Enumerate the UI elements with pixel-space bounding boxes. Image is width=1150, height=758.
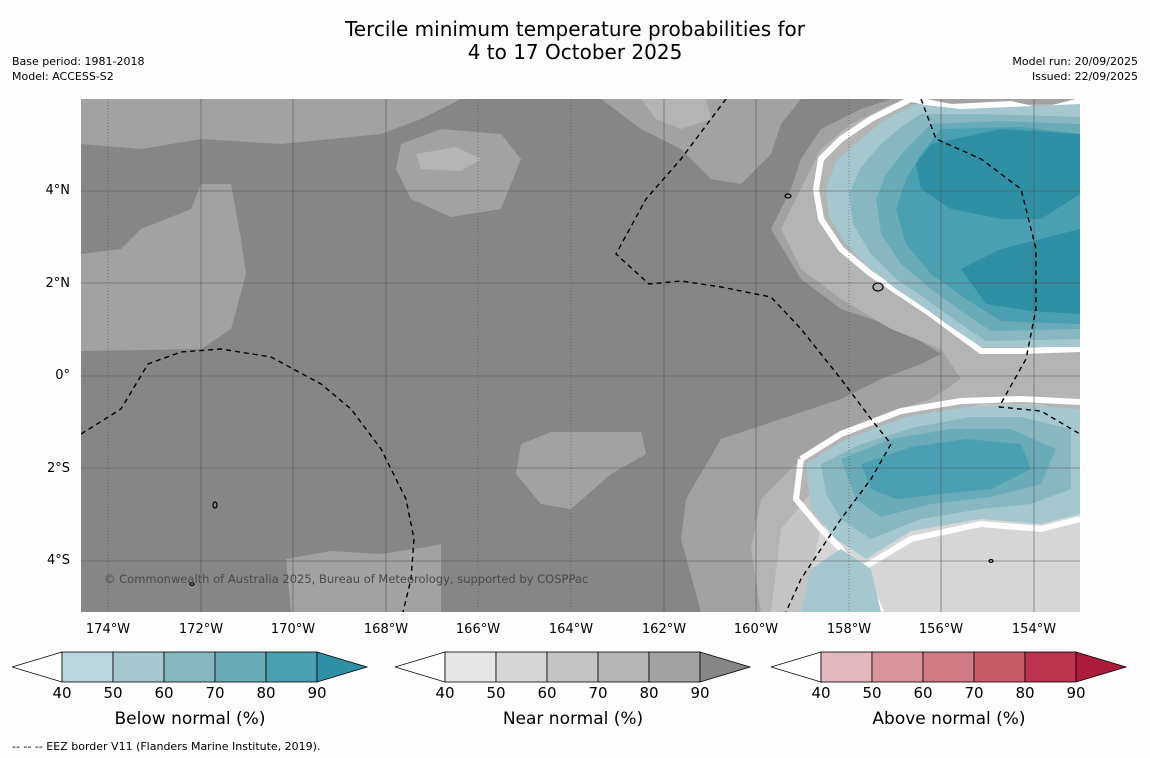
- colorbar-above-tick-50: 50: [862, 684, 882, 702]
- eez-border-northeast: [920, 99, 1037, 408]
- near-normal-80-south-center: [516, 432, 646, 509]
- lon-label-166w: 166°W: [455, 622, 501, 637]
- colorbar-near-bin-40: [444, 651, 497, 683]
- colorbar-near-upper-extend: [699, 651, 751, 683]
- lat-label-0: 0°: [55, 368, 70, 383]
- eez-border-east: [998, 406, 1080, 435]
- colorbar-below-bin-50: [112, 651, 165, 683]
- base-period: Base period: 1981-2018: [12, 55, 145, 68]
- eez-border-west: [81, 348, 415, 612]
- issued-date: Issued: 22/09/2025: [1031, 70, 1138, 83]
- colorbar-near-tick-90: 90: [690, 684, 710, 702]
- near-normal-70-north-center: [416, 147, 481, 171]
- colorbar-below-tick-70: 70: [205, 684, 225, 702]
- island-3: [212, 501, 218, 509]
- colorbar-near-tick-70: 70: [588, 684, 608, 702]
- colorbar-near-normal: [395, 651, 751, 683]
- colorbar-below-normal: [12, 651, 368, 683]
- colorbar-above-bin-50: [871, 651, 924, 683]
- colorbar-near-tick-50: 50: [486, 684, 506, 702]
- lon-label-174w: 174°W: [85, 622, 131, 637]
- colorbar-near-bin-50: [495, 651, 548, 683]
- colorbar-above-tick-90: 90: [1066, 684, 1086, 702]
- title-line-2: 4 to 17 October 2025: [467, 40, 683, 64]
- colorbar-below-upper-extend: [316, 651, 368, 683]
- colorbar-above-tick-40: 40: [811, 684, 831, 702]
- colorbar-label-below: Below normal (%): [114, 709, 266, 729]
- colorbar-below-lower-extend: [12, 651, 63, 683]
- graticule: [81, 99, 1080, 612]
- island-4: [189, 581, 195, 587]
- colorbar-above-upper-extend: [1075, 651, 1127, 683]
- colorbar-near-tick-60: 60: [537, 684, 557, 702]
- colorbar-above-bin-80: [1024, 651, 1077, 683]
- below-normal-south-tail: [801, 549, 881, 612]
- meta-left: Base period: 1981-2018 Model: ACCESS-S2: [12, 54, 144, 84]
- colorbar-near-lower-extend: [395, 651, 446, 683]
- colorbar-above-tick-70: 70: [964, 684, 984, 702]
- island-5: [988, 558, 994, 564]
- colorbar-near-bin-80: [648, 651, 701, 683]
- island-1: [784, 193, 792, 199]
- islands: [189, 193, 994, 587]
- lon-label-172w: 172°W: [178, 622, 224, 637]
- eez-footnote: -- -- -- EEZ border V11 (Flanders Marine…: [12, 740, 321, 753]
- near-normal-80-west: [81, 184, 246, 351]
- colorbar-above-bin-40: [820, 651, 873, 683]
- near-normal-80-northwest: [81, 99, 461, 149]
- near-normal-70-north: [641, 99, 711, 129]
- colorbar-below-bin-70: [214, 651, 267, 683]
- lon-label-164w: 164°W: [548, 622, 594, 637]
- model-run: Model run: 20/09/2025: [1012, 55, 1138, 68]
- island-2: [872, 282, 884, 292]
- lat-label-2n: 2°N: [45, 276, 71, 291]
- title-line-1: Tercile minimum temperature probabilitie…: [344, 17, 806, 41]
- lat-label-2s: 2°S: [46, 461, 70, 476]
- lon-label-168w: 168°W: [363, 622, 409, 637]
- colorbar-below-bin-40: [61, 651, 114, 683]
- colorbar-above-bin-70: [973, 651, 1026, 683]
- colorbar-below-tick-50: 50: [103, 684, 123, 702]
- colorbar-above-normal: [771, 651, 1127, 683]
- near-normal-80-north-center: [396, 129, 521, 217]
- colorbar-below-tick-40: 40: [52, 684, 72, 702]
- colorbar-label-near: Near normal (%): [502, 709, 644, 729]
- map-svg: [81, 99, 1080, 612]
- colorbar-near-bin-60: [546, 651, 599, 683]
- model-name: Model: ACCESS-S2: [12, 70, 114, 83]
- probability-map: [81, 99, 1080, 612]
- map-title: Tercile minimum temperature probabilitie…: [0, 18, 1150, 64]
- below-normal-80-south: [861, 439, 1031, 499]
- colorbar-below-tick-80: 80: [256, 684, 276, 702]
- colorbar-below-bin-60: [163, 651, 216, 683]
- copyright-note: © Commonwealth of Australia 2025, Bureau…: [104, 572, 589, 586]
- lon-label-154w: 154°W: [1011, 622, 1057, 637]
- colorbar-below-tick-60: 60: [154, 684, 174, 702]
- near-normal-80-north-east: [601, 99, 801, 184]
- colorbar-above-tick-80: 80: [1015, 684, 1035, 702]
- lon-label-162w: 162°W: [641, 622, 687, 637]
- lat-label-4n: 4°N: [45, 183, 71, 198]
- below-normal-90-north-east: [961, 229, 1080, 314]
- below-normal-boundary-north: [812, 99, 1080, 354]
- lat-label-4s: 4°S: [46, 553, 70, 568]
- colorbar-above-lower-extend: [771, 651, 822, 683]
- lon-label-158w: 158°W: [826, 622, 872, 637]
- eez-border-north: [615, 99, 892, 612]
- meta-right: Model run: 20/09/2025 Issued: 22/09/2025: [1012, 54, 1138, 84]
- eez-borders: [81, 99, 1080, 612]
- lon-label-170w: 170°W: [270, 622, 316, 637]
- lon-label-156w: 156°W: [918, 622, 964, 637]
- colorbar-above-bin-60: [922, 651, 975, 683]
- colorbar-near-tick-40: 40: [435, 684, 455, 702]
- colorbar-below-bin-80: [265, 651, 318, 683]
- colorbar-near-bin-70: [597, 651, 650, 683]
- colorbar-above-tick-60: 60: [913, 684, 933, 702]
- colorbar-near-tick-80: 80: [639, 684, 659, 702]
- below-normal-90-north: [916, 129, 1080, 219]
- lon-label-160w: 160°W: [733, 622, 779, 637]
- colorbar-below-tick-90: 90: [307, 684, 327, 702]
- colorbar-label-above: Above normal (%): [872, 709, 1026, 729]
